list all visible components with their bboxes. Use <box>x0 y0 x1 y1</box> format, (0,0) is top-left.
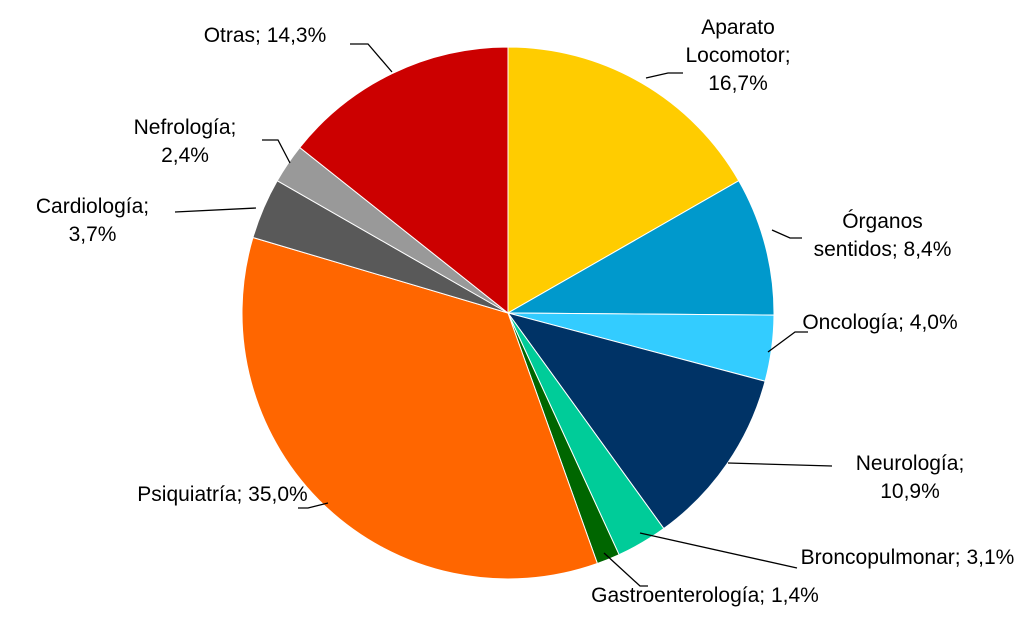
value-label: 10,9% <box>880 480 940 503</box>
pie-slice <box>241 236 599 580</box>
value-label: 8,4% <box>903 238 952 261</box>
category-name: Nefrología <box>133 116 231 139</box>
data-label: Broncopulmonar; 3,1% <box>795 544 1020 572</box>
category-name: Psiquiatría <box>137 483 237 506</box>
label-separator: ; <box>898 311 904 334</box>
pie-slice <box>506 180 775 316</box>
leader-line <box>262 139 291 164</box>
category-name: Aparato Locomotor <box>685 16 785 67</box>
leader-line <box>727 462 833 467</box>
label-separator: ; <box>958 452 965 475</box>
label-separator: ; <box>954 546 961 569</box>
value-label: 14,3% <box>266 24 327 47</box>
leader-line <box>174 207 257 213</box>
leader-line <box>639 532 798 569</box>
value-label: 3,1% <box>966 546 1015 569</box>
label-separator: ; <box>759 584 766 607</box>
category-name: Gastroenterología <box>591 584 760 607</box>
pie-slice <box>507 46 740 314</box>
leader-line <box>645 72 683 79</box>
label-separator: ; <box>255 24 261 47</box>
value-label: 3,7% <box>68 223 117 246</box>
data-label: Psiquiatría; 35,0% <box>135 481 310 509</box>
category-name: Órganos sentidos <box>813 210 923 261</box>
leader-line <box>298 502 329 509</box>
value-label: 1,4% <box>770 584 819 607</box>
leader-line <box>771 229 802 239</box>
category-name: Neurología <box>855 452 959 475</box>
value-label: 35,0% <box>248 483 308 506</box>
category-name: Cardiología <box>35 195 144 218</box>
pie-slice <box>506 312 766 530</box>
value-label: 16,7% <box>708 72 768 95</box>
label-separator: ; <box>784 44 791 67</box>
label-separator: ; <box>230 116 237 139</box>
leader-line <box>767 331 808 353</box>
data-label: Nefrología; 2,4% <box>110 114 260 170</box>
label-separator: ; <box>891 238 898 261</box>
data-label: Aparato Locomotor; 16,7% <box>673 14 803 98</box>
data-label: Cardiología; 3,7% <box>10 193 175 249</box>
value-label: 4,0% <box>909 311 958 334</box>
data-label: Neurología; 10,9% <box>830 450 990 506</box>
value-label: 2,4% <box>161 144 209 167</box>
leader-line <box>350 43 393 73</box>
label-separator: ; <box>143 195 150 218</box>
label-separator: ; <box>236 483 243 506</box>
category-name: Oncología <box>802 311 899 334</box>
category-name: Broncopulmonar <box>800 546 955 569</box>
category-name: Otras <box>203 24 256 47</box>
leader-line <box>603 552 648 587</box>
data-label: Gastroenterología; 1,4% <box>575 582 835 610</box>
data-label: Órganos sentidos; 8,4% <box>800 208 965 264</box>
pie-slice <box>299 46 509 315</box>
data-label: Oncología; 4,0% <box>800 309 960 337</box>
data-label: Otras; 14,3% <box>170 22 360 50</box>
